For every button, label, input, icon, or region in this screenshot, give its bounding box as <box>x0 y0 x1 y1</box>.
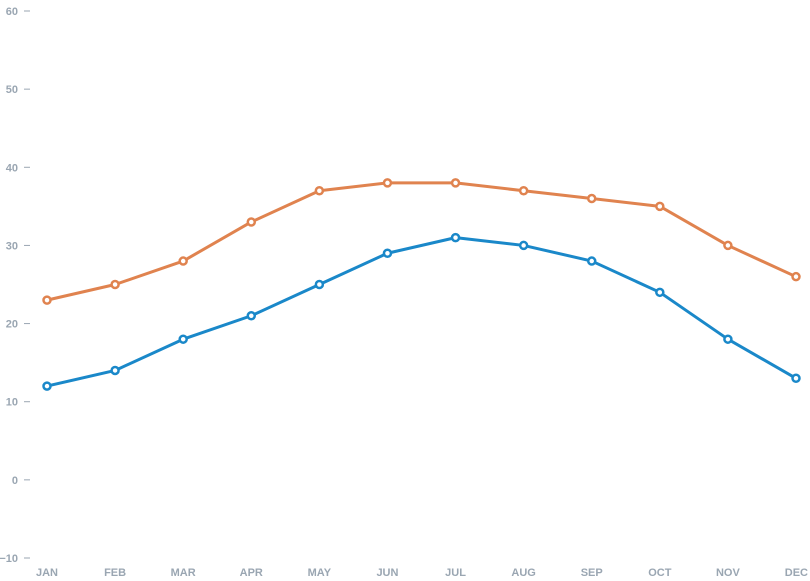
y-tick-label: 40 <box>6 162 18 174</box>
data-point[interactable] <box>586 193 597 204</box>
data-point[interactable] <box>518 240 529 251</box>
y-tick-label: 50 <box>6 84 18 96</box>
x-tick-label: SEP <box>581 567 603 579</box>
data-point[interactable] <box>314 279 325 290</box>
x-tick-label: JAN <box>36 567 58 579</box>
y-tick-label: 0 <box>12 475 18 487</box>
data-point[interactable] <box>450 178 461 188</box>
y-tick-label: −10 <box>0 553 18 565</box>
data-point[interactable] <box>655 287 665 298</box>
series-layer <box>42 178 801 391</box>
y-axis: 60 50 40 30 20 10 0 −10 <box>0 6 30 565</box>
data-point[interactable] <box>655 201 665 212</box>
data-point[interactable] <box>314 185 325 196</box>
data-point[interactable] <box>42 295 52 305</box>
x-tick-label: MAR <box>171 567 196 579</box>
data-point[interactable] <box>723 334 733 344</box>
data-point[interactable] <box>382 248 393 258</box>
data-point[interactable] <box>246 217 257 227</box>
x-tick-label: NOV <box>716 567 741 579</box>
series-line <box>45 236 798 388</box>
data-point[interactable] <box>791 271 801 282</box>
data-point[interactable] <box>246 311 257 321</box>
series-2 <box>42 232 801 391</box>
x-tick-label: MAY <box>308 567 332 579</box>
data-point[interactable] <box>110 365 120 376</box>
series-1 <box>42 178 801 305</box>
data-point[interactable] <box>382 178 393 188</box>
data-point[interactable] <box>450 232 461 243</box>
x-tick-label: AUG <box>511 567 535 579</box>
data-point[interactable] <box>791 373 801 384</box>
y-tick-label: 10 <box>6 397 18 409</box>
data-point[interactable] <box>42 381 52 391</box>
x-tick-label: FEB <box>104 567 126 579</box>
x-tick-label: DEC <box>785 567 808 579</box>
x-axis: JAN FEB MAR APR MAY JUN JUL AUG SEP OCT NOV DEC <box>36 567 808 579</box>
data-point[interactable] <box>723 240 733 251</box>
y-tick-label: 30 <box>6 240 18 252</box>
x-tick-label: JUN <box>376 567 398 579</box>
x-tick-label: JUL <box>445 567 466 579</box>
data-point[interactable] <box>110 279 120 290</box>
x-tick-label: OCT <box>648 567 672 579</box>
data-point[interactable] <box>586 256 597 266</box>
y-tick-label: 20 <box>6 319 18 331</box>
x-tick-label: APR <box>240 567 263 579</box>
data-point[interactable] <box>178 256 188 266</box>
data-point[interactable] <box>178 334 188 344</box>
y-tick-label: 60 <box>6 6 18 18</box>
series-line <box>45 181 798 302</box>
data-point[interactable] <box>518 185 529 196</box>
